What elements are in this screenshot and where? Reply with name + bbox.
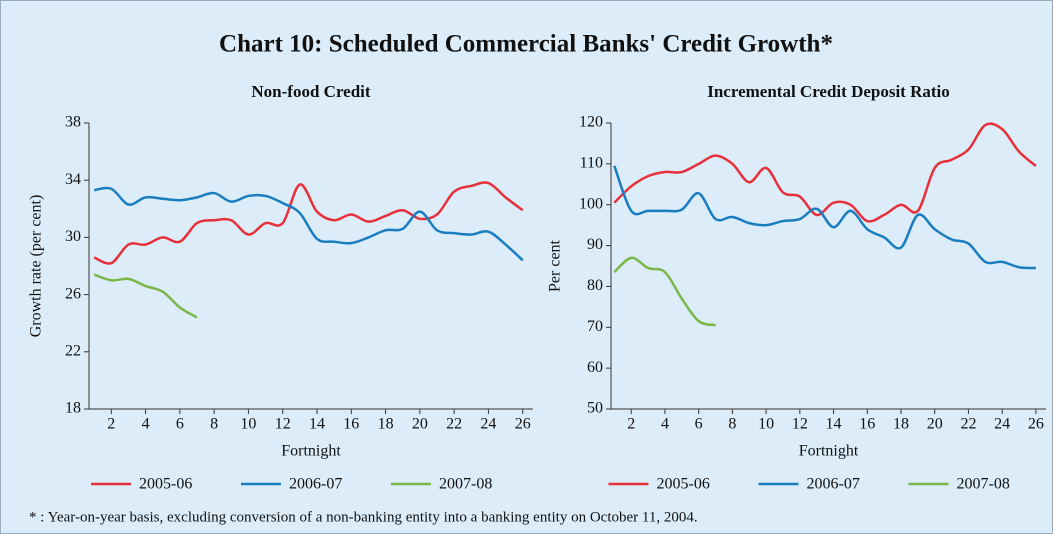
x-tick-label: 16: [859, 416, 875, 433]
x-tick-label: 10: [758, 416, 774, 433]
x-tick-label: 8: [728, 416, 736, 433]
x-tick-label: 24: [994, 416, 1010, 433]
legend-label: 2007-08: [439, 476, 492, 493]
series-line: [613, 165, 1036, 270]
x-tick-label: 14: [309, 416, 325, 433]
x-tick-label: 22: [960, 416, 976, 433]
x-axis-label: Fortnight: [799, 443, 859, 460]
subplot-title: Non-food Credit: [251, 82, 370, 101]
y-tick-label: 30: [65, 228, 81, 245]
y-tick-label: 18: [65, 400, 81, 417]
y-tick-label: 110: [580, 155, 603, 172]
series-line: [93, 181, 524, 265]
x-axis-label: Fortnight: [281, 443, 341, 460]
y-tick-label: 70: [587, 318, 603, 335]
y-tick-label: 100: [579, 195, 603, 212]
x-tick-label: 8: [210, 416, 218, 433]
x-tick-label: 10: [240, 416, 256, 433]
legend-label: 2005-06: [657, 476, 710, 493]
series-line: [613, 256, 716, 327]
series-line: [613, 122, 1037, 223]
x-tick-label: 16: [343, 416, 359, 433]
subplot-title: Incremental Credit Deposit Ratio: [707, 82, 950, 101]
x-tick-label: 2: [627, 416, 635, 433]
x-tick-label: 6: [695, 416, 703, 433]
legend-label: 2006-07: [807, 476, 860, 493]
x-tick-label: 24: [480, 416, 496, 433]
x-tick-label: 18: [893, 416, 909, 433]
x-tick-label: 26: [515, 416, 531, 433]
x-tick-label: 26: [1028, 416, 1044, 433]
y-tick-label: 120: [579, 114, 603, 131]
footnote: * : Year-on-year basis, excluding conver…: [29, 509, 698, 525]
x-tick-label: 4: [661, 416, 669, 433]
y-tick-label: 34: [65, 171, 81, 188]
legend-label: 2005-06: [139, 476, 192, 493]
y-tick-label: 26: [65, 285, 81, 302]
y-tick-label: 80: [587, 277, 603, 294]
x-tick-label: 12: [275, 416, 291, 433]
x-tick-label: 20: [412, 416, 428, 433]
x-tick-label: 14: [826, 416, 842, 433]
x-tick-label: 20: [927, 416, 943, 433]
y-tick-label: 60: [587, 359, 603, 376]
legend-label: 2006-07: [289, 476, 342, 493]
x-tick-label: 2: [107, 416, 115, 433]
x-tick-label: 4: [142, 416, 150, 433]
y-tick-label: 50: [587, 400, 603, 417]
x-tick-label: 18: [378, 416, 394, 433]
legend-label: 2007-08: [957, 476, 1010, 493]
y-tick-label: 22: [65, 342, 81, 359]
series-line: [93, 186, 524, 262]
chart-title: Chart 10: Scheduled Commercial Banks' Cr…: [219, 31, 833, 58]
series-line: [93, 273, 198, 319]
x-tick-label: 6: [176, 416, 184, 433]
y-axis-label: Growth rate (per cent): [28, 195, 45, 338]
x-tick-label: 12: [792, 416, 808, 433]
x-tick-label: 22: [446, 416, 462, 433]
y-axis-label: Per cent: [547, 239, 564, 292]
y-tick-label: 38: [65, 114, 81, 131]
y-tick-label: 90: [587, 236, 603, 253]
